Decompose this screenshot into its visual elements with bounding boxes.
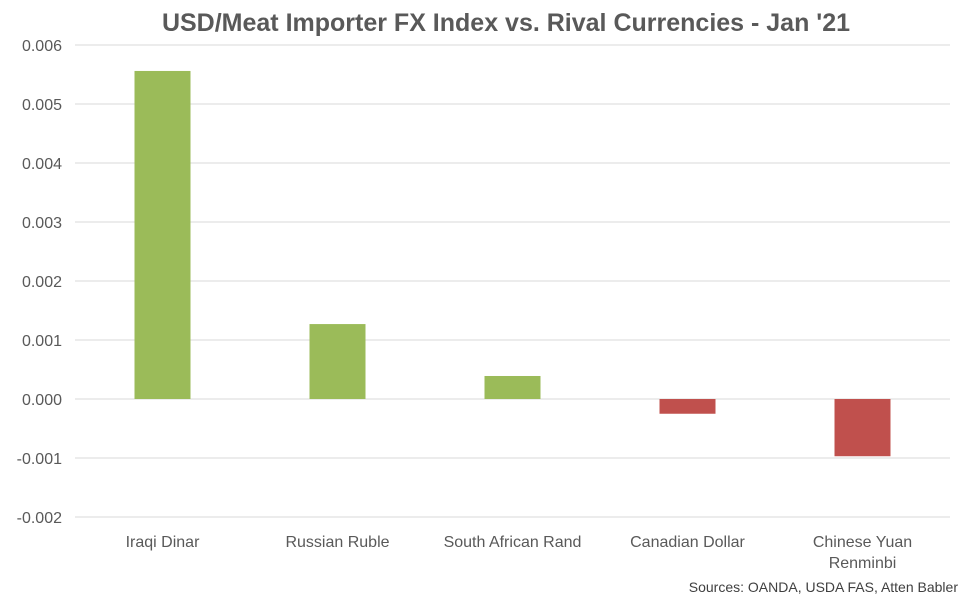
bar xyxy=(484,375,541,399)
y-tick-label: 0.002 xyxy=(22,274,62,291)
y-tick-label: -0.002 xyxy=(17,510,62,527)
x-category-label: Renminbi xyxy=(829,555,897,572)
chart-title: USD/Meat Importer FX Index vs. Rival Cur… xyxy=(162,9,850,37)
x-category-label: Canadian Dollar xyxy=(630,534,745,551)
y-tick-label: 0.005 xyxy=(22,97,62,114)
y-tick-label: -0.001 xyxy=(17,451,62,468)
x-category-label: Russian Ruble xyxy=(285,534,389,551)
y-tick-label: 0.001 xyxy=(22,333,62,350)
x-category-label: Iraqi Dinar xyxy=(126,534,200,551)
bar xyxy=(659,399,716,414)
gridlines xyxy=(75,44,950,518)
bar xyxy=(309,324,366,399)
y-axis-tick-labels: 0.006 0.005 0.004 0.003 0.002 0.001 0.000 -0.00… xyxy=(17,38,62,527)
x-axis-category-labels: Iraqi Dinar Russian Ruble South African Ra… xyxy=(126,534,913,572)
bars xyxy=(134,70,891,457)
bar xyxy=(134,70,191,400)
source-note: Sources: OANDA, USDA FAS, Atten Babler xyxy=(689,579,959,595)
y-tick-label: 0.003 xyxy=(22,215,62,232)
x-category-label: Chinese Yuan xyxy=(813,534,912,551)
x-category-label: South African Rand xyxy=(444,534,582,551)
y-tick-label: 0.000 xyxy=(22,392,62,409)
bar xyxy=(834,399,891,457)
y-tick-label: 0.004 xyxy=(22,156,62,173)
y-tick-label: 0.006 xyxy=(22,38,62,55)
